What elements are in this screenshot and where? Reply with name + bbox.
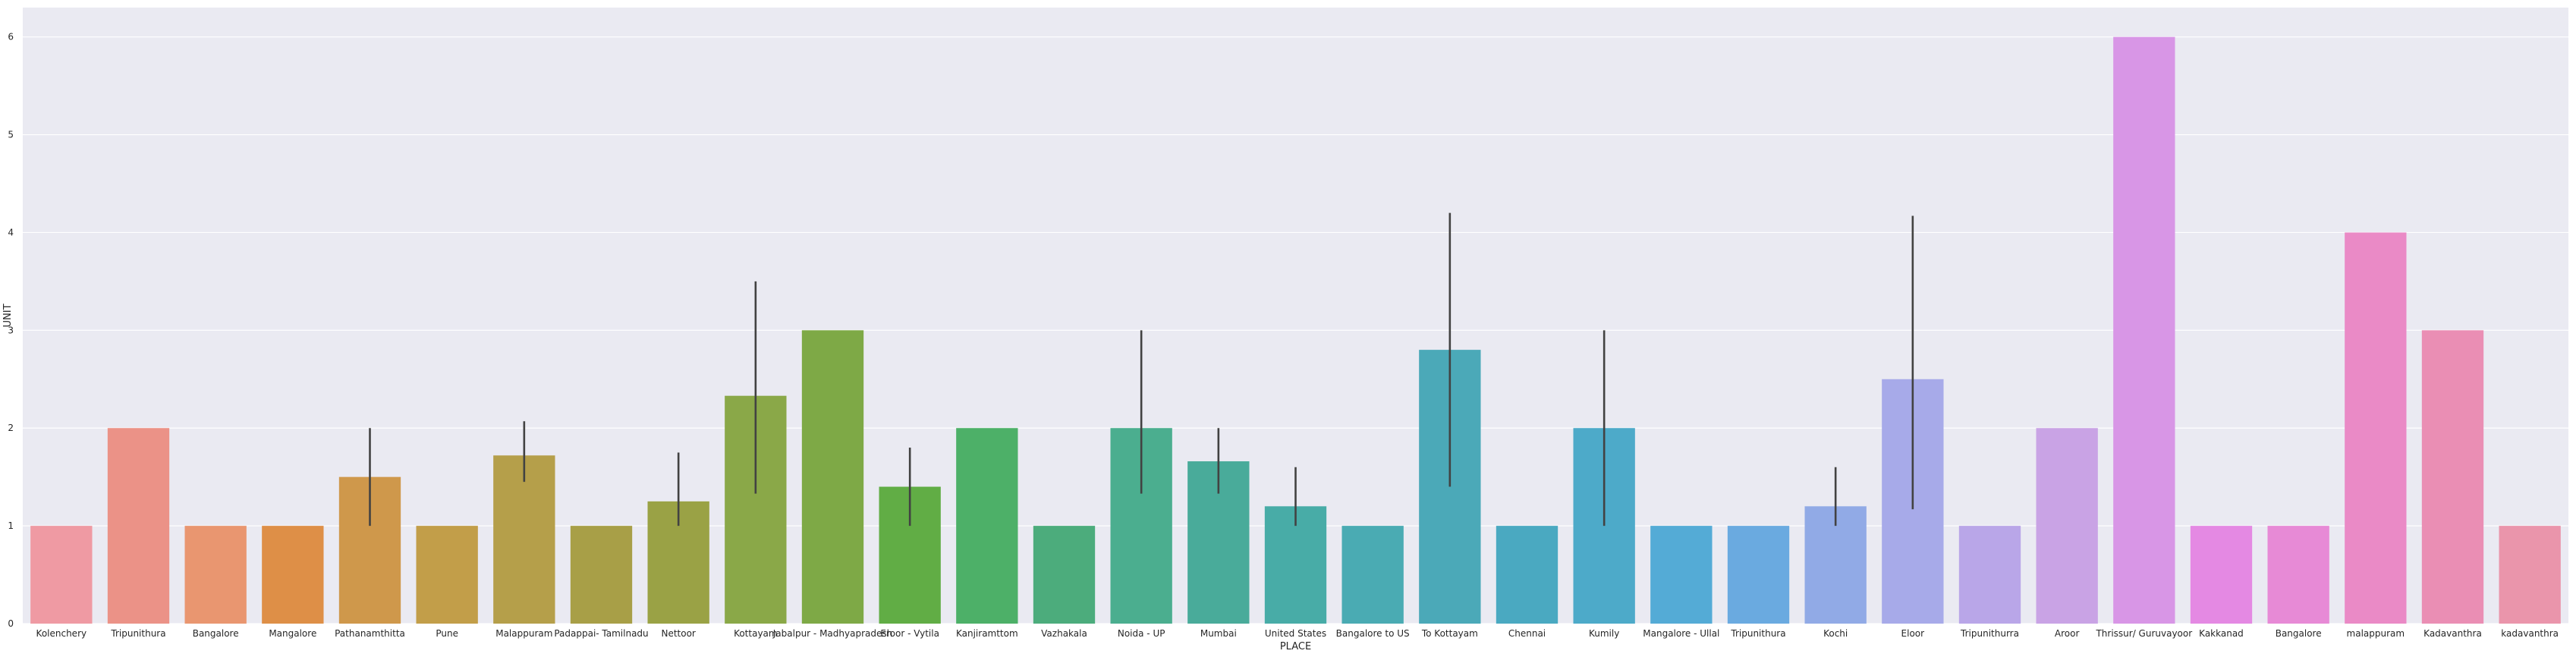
y-tick-label: 6 xyxy=(8,32,14,42)
x-tick-labels: Kolenchery Tripunithura Bangalore Mangalore… xyxy=(36,628,2559,639)
bar xyxy=(801,330,864,624)
bar xyxy=(493,455,555,624)
bar xyxy=(1033,526,1096,624)
x-tick-label: Vazhakala xyxy=(1041,628,1087,639)
bar xyxy=(956,428,1018,624)
bar xyxy=(184,526,247,624)
bar xyxy=(107,428,170,624)
x-tick-label: United States xyxy=(1265,628,1326,639)
bar xyxy=(2190,526,2253,624)
y-axis-label: UNIT xyxy=(2,303,14,327)
x-tick-label: Kochi xyxy=(1823,628,1848,639)
y-tick-label: 4 xyxy=(8,227,14,237)
x-tick-label: Bangalore to US xyxy=(1336,628,1410,639)
y-tick-label: 2 xyxy=(8,423,14,433)
x-tick-label: Bangalore xyxy=(193,628,239,639)
x-tick-label: Nettoor xyxy=(661,628,695,639)
x-tick-label: Eroor - Vytila xyxy=(880,628,939,639)
y-tick-label: 5 xyxy=(8,130,14,140)
x-tick-label: Jabalpur - Madhyapradesh xyxy=(772,628,892,639)
x-tick-label: Kolenchery xyxy=(36,628,87,639)
x-tick-label: Mumbai xyxy=(1200,628,1237,639)
x-tick-label: Tripunithura xyxy=(110,628,165,639)
bar xyxy=(1650,526,1713,624)
x-tick-label: Mangalore xyxy=(269,628,316,639)
x-tick-label: Pune xyxy=(436,628,458,639)
bar xyxy=(416,526,478,624)
bar xyxy=(2345,232,2407,624)
x-tick-label: Thrissur/ Guruvayoor xyxy=(2095,628,2192,639)
bar xyxy=(2036,428,2098,624)
y-tick-label: 0 xyxy=(8,618,14,629)
bar xyxy=(30,526,93,624)
x-tick-label: Chennai xyxy=(1508,628,1546,639)
x-axis-label: PLACE xyxy=(1280,641,1311,652)
x-tick-label: malappuram xyxy=(2347,628,2405,639)
x-tick-label: Kanjiramttom xyxy=(956,628,1018,639)
x-tick-label: Eloor xyxy=(1901,628,1925,639)
x-tick-label: Kakkanad xyxy=(2199,628,2244,639)
x-tick-label: Pathanamthitta xyxy=(335,628,405,639)
x-tick-label: Padappai- Tamilnadu xyxy=(554,628,648,639)
bar xyxy=(2421,330,2484,624)
x-tick-label: To Kottayam xyxy=(1421,628,1478,639)
bar xyxy=(1727,526,1790,624)
y-tick-label: 3 xyxy=(8,325,14,335)
bar xyxy=(570,526,633,624)
x-tick-label: Tripunithura xyxy=(1730,628,1785,639)
x-tick-label: Bangalore xyxy=(2276,628,2322,639)
bar xyxy=(2499,526,2561,624)
bar xyxy=(2113,36,2175,624)
bar xyxy=(1341,526,1404,624)
x-tick-label: Tripunithurra xyxy=(1960,628,2019,639)
bar xyxy=(262,526,324,624)
x-tick-label: Noida - UP xyxy=(1118,628,1165,639)
x-tick-label: Mangalore - Ullal xyxy=(1643,628,1719,639)
bar xyxy=(2267,526,2329,624)
x-tick-label: Aroor xyxy=(2055,628,2080,639)
bar xyxy=(1496,526,1558,624)
error-bars xyxy=(369,212,1914,527)
bar xyxy=(1958,526,2021,624)
x-tick-label: Malappuram xyxy=(495,628,552,639)
x-tick-label: Kadavanthra xyxy=(2423,628,2482,639)
x-tick-label: Kottayam xyxy=(734,628,778,639)
y-tick-labels: 0 1 2 3 4 5 6 xyxy=(8,32,14,629)
x-tick-label: kadavanthra xyxy=(2501,628,2559,639)
x-tick-label: Kumily xyxy=(1589,628,1619,639)
y-tick-label: 1 xyxy=(8,520,14,531)
